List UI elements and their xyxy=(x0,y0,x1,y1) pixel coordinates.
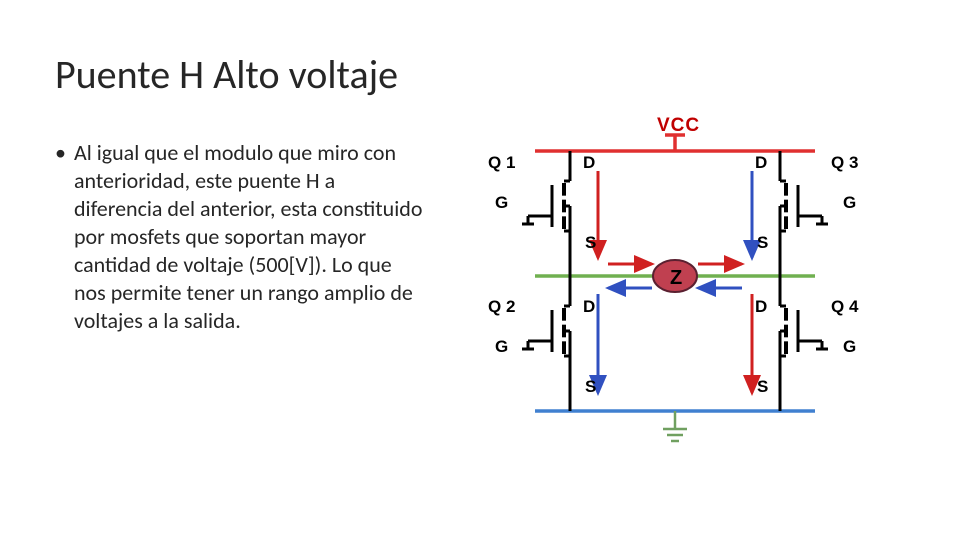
bullet-text: Al igual que el modulo que miro con ante… xyxy=(74,139,425,335)
text-column: • Al igual que el modulo que miro con an… xyxy=(55,139,425,490)
q1-d: D xyxy=(583,153,595,173)
q2-s: S xyxy=(585,377,596,397)
load-label: Z xyxy=(670,267,682,290)
q3-d: D xyxy=(755,153,767,173)
bullet-item: • Al igual que el modulo que miro con an… xyxy=(55,139,425,335)
q4-d: D xyxy=(755,297,767,317)
q3-label: Q 3 xyxy=(831,153,858,173)
q3-s: S xyxy=(757,233,768,253)
q1-label: Q 1 xyxy=(488,153,515,173)
content-row: • Al igual que el modulo que miro con an… xyxy=(55,139,905,490)
slide-title: Puente H Alto voltaje xyxy=(55,50,905,99)
diagram-column: VCC Q 1 D G S Q 3 D G S Q 2 D G S Q 4 D … xyxy=(455,139,905,490)
q3-g: G xyxy=(843,193,856,213)
q1-g: G xyxy=(495,193,508,213)
q1-s: S xyxy=(585,233,596,253)
q2-d: D xyxy=(583,297,595,317)
q4-s: S xyxy=(757,377,768,397)
hbridge-svg xyxy=(455,121,895,461)
q2-g: G xyxy=(495,337,508,357)
q4-label: Q 4 xyxy=(831,297,858,317)
q2-label: Q 2 xyxy=(488,297,515,317)
hbridge-diagram: VCC Q 1 D G S Q 3 D G S Q 2 D G S Q 4 D … xyxy=(455,121,895,461)
bullet-marker: • xyxy=(55,139,66,167)
q4-g: G xyxy=(843,337,856,357)
vcc-label: VCC xyxy=(657,115,700,137)
